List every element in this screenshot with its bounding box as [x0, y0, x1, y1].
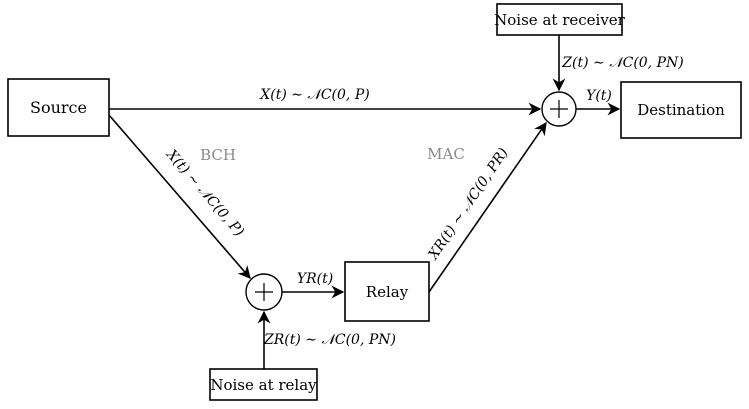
source-block: Source — [7, 78, 110, 137]
receiver-sum-node — [541, 91, 577, 127]
source-destination-signal-label: X(t) ∼ 𝒩C(0, P) — [259, 87, 369, 103]
mac-region-label: MAC — [427, 145, 465, 163]
destination-label: Destination — [637, 101, 725, 119]
edge-relay-to-receiver-sum — [428, 121, 547, 293]
noise-receiver-label: Noise at receiver — [494, 11, 626, 29]
destination-block: Destination — [620, 81, 742, 139]
relay-block: Relay — [344, 261, 430, 322]
relay-sum-node — [245, 273, 283, 311]
relay-label: Relay — [366, 283, 409, 301]
relay-noise-label: ZR(t) ∼ 𝒩C(0, PN) — [263, 332, 396, 348]
noise-receiver-block: Noise at receiver — [494, 3, 626, 36]
bch-region-label: BCH — [200, 146, 236, 164]
noise-relay-label: Noise at relay — [210, 376, 317, 394]
source-label: Source — [30, 98, 87, 117]
relay-received-signal-label: YR(t) — [297, 271, 333, 287]
destination-received-signal-label: Y(t) — [586, 88, 612, 104]
noise-relay-block: Noise at relay — [209, 368, 318, 401]
receiver-noise-label: Z(t) ∼ 𝒩C(0, PN) — [561, 55, 683, 71]
edge-source-to-relay-sum — [108, 114, 251, 279]
